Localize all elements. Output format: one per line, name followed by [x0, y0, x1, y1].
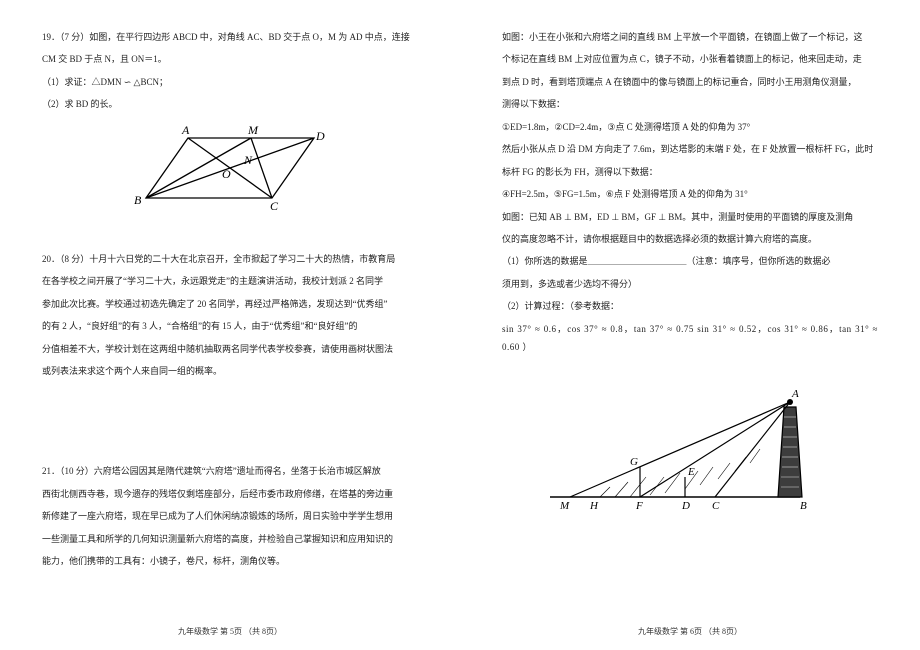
t-E: E — [687, 466, 695, 478]
q21-line2: 西街北侧西寺巷，现今遗存的残塔仅剩塔座部分，后经市委市政府修缮，在塔基的旁边重 — [42, 485, 418, 503]
r-p5: 然后小张从点 D 沿 DM 方向走了 7.6m，到达塔影的末端 F 处，在 F … — [502, 140, 878, 158]
t-A: A — [791, 388, 799, 400]
t-F: F — [635, 500, 643, 512]
q20-line6: 或列表法来求这个两个人来自同一组的概率。 — [42, 362, 418, 380]
r-p8: 仪的高度忽略不计，请你根据题目中的数据选择必须的数据计算六府塔的高度。 — [502, 230, 878, 248]
r-p7: 如图：已知 AB ⊥ BM，ED ⊥ BM，GF ⊥ BM。其中，测量时使用的平… — [502, 208, 878, 226]
label-O: O — [222, 167, 231, 181]
label-A: A — [181, 123, 190, 137]
left-footer: 九年级数学 第 5页 （共 8页） — [0, 624, 460, 640]
q19-item2: （2）求 BD 的长。 — [42, 95, 418, 113]
t-C: C — [712, 500, 720, 512]
q21-line1: 21．（10 分）六府塔公园因其是隋代建筑“六府塔”遗址而得名，坐落于长治市城区… — [42, 462, 418, 480]
r-i2: （2）计算过程：（参考数据： — [502, 297, 878, 315]
q20-line5: 分值相差不大，学校计划在这两组中随机抽取两名同学代表学校参赛，请使用画树状图法 — [42, 340, 418, 358]
r-i1: （1）你所选的数据是＿＿＿＿＿＿＿＿＿＿＿（注意：填序号，但你所选的数据必 — [502, 252, 878, 270]
right-footer: 九年级数学 第 6页 （共 8页） — [460, 624, 920, 640]
parallelogram-diagram: A M D B C O N — [130, 120, 330, 220]
r-d1: ①ED=1.8m，②CD=2.4m，③点 C 处测得塔顶 A 处的仰角为 37° — [502, 118, 878, 136]
t-M: M — [559, 500, 570, 512]
r-p3: 到点 D 时，看到塔顶端点 A 在镜面中的像与镜面上的标记重合，同时小王用测角仪… — [502, 73, 878, 91]
tower-diagram: A B C D E F G H M — [540, 377, 840, 517]
r-p1: 如图：小王在小张和六府塔之间的直线 BM 上平放一个平面镜，在镜面上做了一个标记… — [502, 28, 878, 46]
q21-line3: 新修建了一座六府塔，现在早已成为了人们休闲纳凉锻炼的场所，周日实验中学学生想用 — [42, 507, 418, 525]
q20-line4: 的有 2 人，“良好组”的有 3 人，“合格组”的有 15 人，由于“优秀组”和… — [42, 317, 418, 335]
left-column: 19．（7 分）如图，在平行四边形 ABCD 中，对角线 AC、BD 交于点 O… — [0, 0, 460, 650]
q19-line2: CM 交 BD 于点 N，且 ON＝1。 — [42, 50, 418, 68]
r-d2: ④FH=2.5m，⑤FG=1.5m，⑥点 F 处测得塔顶 A 处的仰角为 31° — [502, 185, 878, 203]
t-D: D — [681, 500, 690, 512]
r-p2: 个标记在直线 BM 上对应位置为点 C，镜子不动，小张看着镜面上的标记，他来回走… — [502, 50, 878, 68]
q20-line2: 在各学校之间开展了“学习二十大，永远跟党走”的主题演讲活动，我校计划派 2 名同… — [42, 272, 418, 290]
label-D: D — [315, 129, 325, 143]
q20-line1: 20．（8 分）十月十六日党的二十大在北京召开，全市掀起了学习二十大的热情，市教… — [42, 250, 418, 268]
r-trig: sin 37° ≈ 0.6，cos 37° ≈ 0.8，tan 37° ≈ 0.… — [502, 320, 878, 357]
label-N: N — [243, 153, 253, 167]
t-H: H — [589, 500, 599, 512]
r-p4: 测得以下数据： — [502, 95, 878, 113]
t-B: B — [800, 500, 807, 512]
label-B: B — [134, 193, 142, 207]
q21-line4: 一些测量工具和所学的几何知识测量新六府塔的高度，并检验自己掌握知识和应用知识的 — [42, 530, 418, 548]
q19-line1: 19．（7 分）如图，在平行四边形 ABCD 中，对角线 AC、BD 交于点 O… — [42, 28, 418, 46]
label-M: M — [247, 123, 259, 137]
r-p6: 标杆 FG 的影长为 FH，测得以下数据： — [502, 163, 878, 181]
t-G: G — [630, 456, 638, 468]
q21-line5: 能力，他们携带的工具有：小镜子，卷尺，标杆，测角仪等。 — [42, 552, 418, 570]
q20-line3: 参加此次比赛。学校通过初选先确定了 20 名同学，再经过严格筛选，发现达到“优秀… — [42, 295, 418, 313]
r-i1b: 须用到，多选或者少选均不得分） — [502, 275, 878, 293]
right-column: 如图：小王在小张和六府塔之间的直线 BM 上平放一个平面镜，在镜面上做了一个标记… — [460, 0, 920, 650]
label-C: C — [270, 199, 279, 213]
q19-item1: （1）求证：△DMN ∽ △BCN； — [42, 73, 418, 91]
